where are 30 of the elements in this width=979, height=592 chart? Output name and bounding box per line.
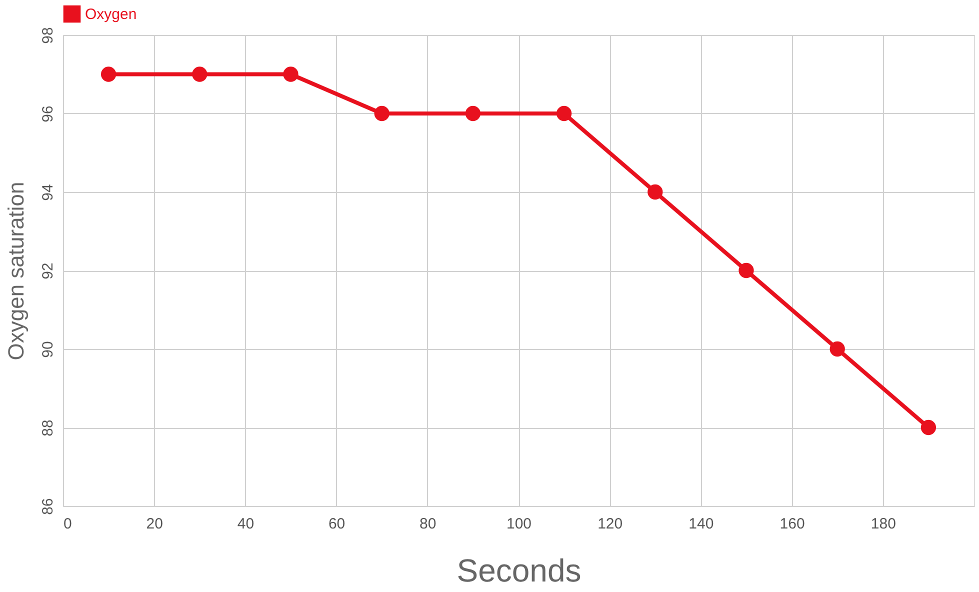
x-tick-label: 40 [237,516,254,532]
x-tick-label: 100 [506,516,532,532]
y-tick-label: 96 [40,106,56,122]
y-tick-label: 90 [40,341,56,358]
y-axis-title: Oxygen saturation [4,182,28,360]
y-tick-label: 94 [40,184,56,201]
point [100,66,116,82]
x-axis-title: Seconds [456,552,582,588]
point [192,66,208,82]
x-tick-label: 80 [420,516,436,532]
x-tick-label: 120 [598,516,623,532]
y-tick-label: 86 [40,498,56,515]
x-tick-label: 20 [146,516,163,532]
y-tick-label: 98 [40,27,56,44]
point [556,106,572,122]
x-tick-label: 60 [328,516,346,532]
x-tick-label: 180 [870,516,896,532]
point [648,184,663,200]
point [374,106,390,122]
y-tick-label: 88 [40,420,56,436]
x-tick-label: 0 [64,516,72,532]
x-tick-label: 140 [688,516,714,532]
legend-label: Oxygen [85,6,137,23]
point [738,262,754,278]
point [283,66,298,82]
x-tick-label: 160 [780,516,805,532]
point [465,106,481,122]
point [830,341,845,357]
y-tick-label: 92 [40,262,56,280]
point [920,420,936,436]
